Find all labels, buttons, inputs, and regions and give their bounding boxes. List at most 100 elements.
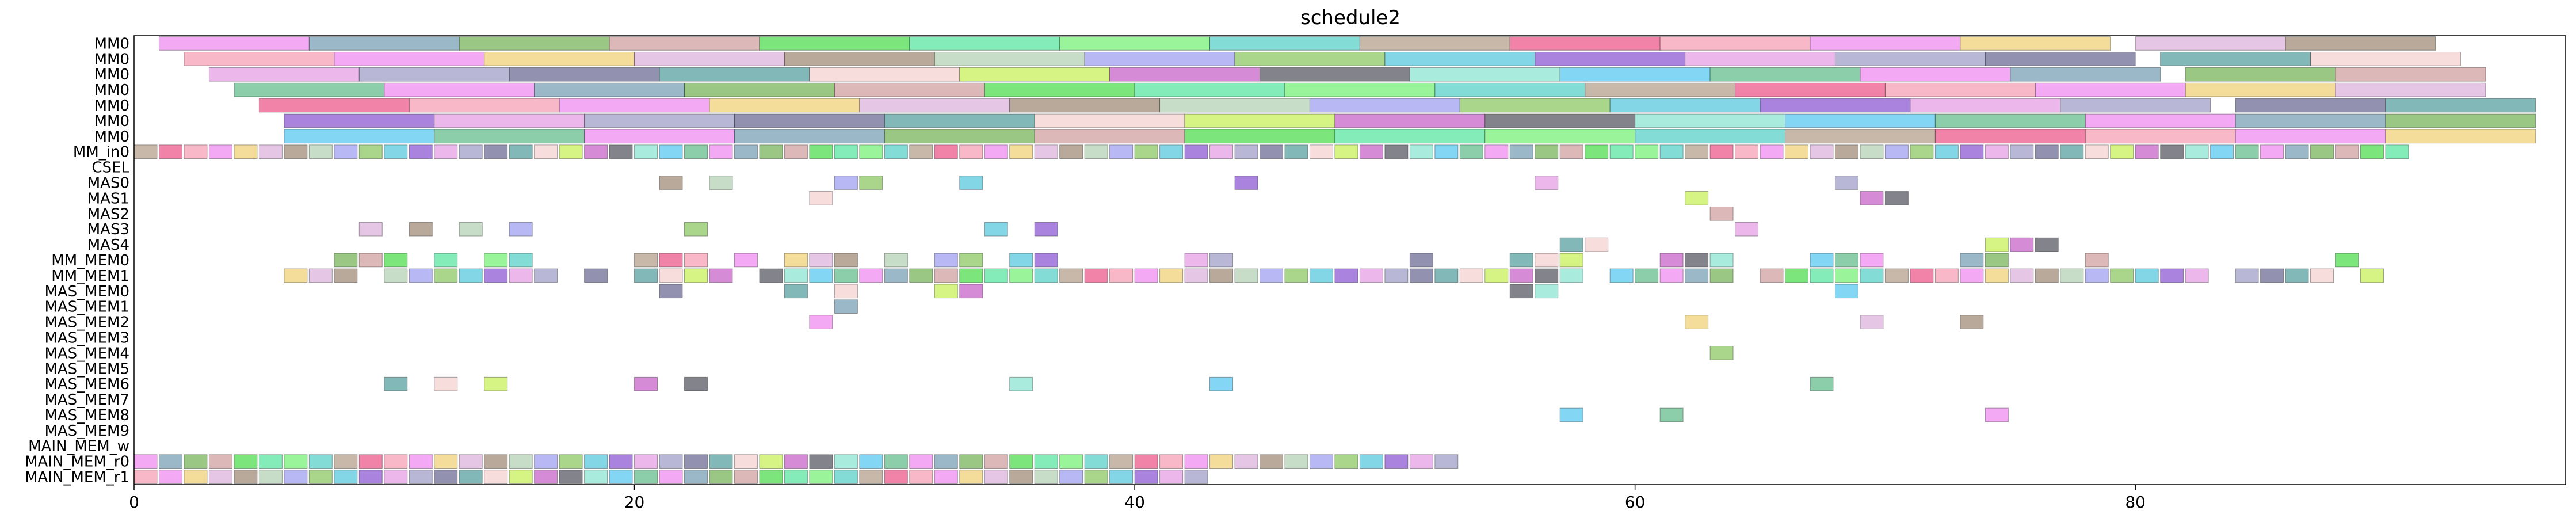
task-bar xyxy=(1484,144,1509,159)
task-bar xyxy=(158,454,182,469)
task-bar xyxy=(1834,268,1858,283)
task-bar xyxy=(308,454,333,469)
task-bar xyxy=(1785,113,1936,128)
task-bar xyxy=(834,144,858,159)
task-bar xyxy=(2235,129,2386,144)
task-bar xyxy=(334,454,358,469)
task-bar xyxy=(1659,36,1811,51)
task-bar xyxy=(684,268,708,283)
task-bar xyxy=(709,144,733,159)
task-bar xyxy=(809,315,833,329)
task-bar xyxy=(934,454,958,469)
task-bar xyxy=(1860,268,1884,283)
task-bar xyxy=(1659,144,1684,159)
task-bar xyxy=(634,144,658,159)
task-bar xyxy=(484,470,508,484)
task-bar xyxy=(2260,268,2284,283)
task-bar xyxy=(659,268,683,283)
task-bar xyxy=(734,129,885,144)
task-bar xyxy=(1635,144,1659,159)
task-bar xyxy=(1685,315,1709,329)
task-bar xyxy=(559,454,583,469)
row-label: MAS0 xyxy=(87,175,129,192)
task-bar xyxy=(158,470,182,484)
task-bar xyxy=(1359,36,1510,51)
task-bar xyxy=(1034,253,1058,268)
task-bar xyxy=(834,268,858,283)
task-bar xyxy=(133,144,158,159)
row-label: MAIN_MEM_w xyxy=(28,438,129,455)
task-bar xyxy=(1760,268,1784,283)
task-bar xyxy=(1359,144,1383,159)
task-bar xyxy=(1259,144,1283,159)
task-bar xyxy=(909,268,933,283)
task-bar xyxy=(2310,268,2334,283)
task-bar xyxy=(1359,268,1383,283)
task-bar xyxy=(1709,253,1734,268)
task-bar xyxy=(2110,144,2134,159)
task-bar xyxy=(434,470,458,484)
task-bar xyxy=(934,144,958,159)
task-bar xyxy=(834,82,985,97)
task-bar xyxy=(584,129,735,144)
task-bar xyxy=(934,284,958,299)
task-bar xyxy=(1009,376,1033,391)
task-bar xyxy=(1009,470,1033,484)
task-bar xyxy=(434,253,458,268)
task-bar xyxy=(409,268,433,283)
task-bar xyxy=(1284,82,1436,97)
task-bar xyxy=(1860,253,1884,268)
task-bar xyxy=(1635,268,1659,283)
task-bar xyxy=(909,454,933,469)
task-bar xyxy=(834,299,858,314)
task-bar xyxy=(459,144,483,159)
task-bar xyxy=(1184,253,1208,268)
task-bar xyxy=(1434,268,1459,283)
task-bar xyxy=(334,268,358,283)
task-bar xyxy=(809,253,833,268)
task-bar xyxy=(1934,144,1959,159)
task-bar xyxy=(1735,222,1759,237)
task-bar xyxy=(1785,129,1936,144)
task-bar xyxy=(1009,98,1161,113)
task-bar xyxy=(534,454,558,469)
chart-title: schedule2 xyxy=(1300,6,1400,29)
task-bar xyxy=(609,470,633,484)
task-bar xyxy=(384,376,408,391)
task-bar xyxy=(1259,67,1410,82)
task-bar xyxy=(1785,144,1809,159)
task-bar xyxy=(1459,144,1483,159)
task-bar xyxy=(909,144,933,159)
task-bar xyxy=(609,454,633,469)
row-label: CSEL xyxy=(91,159,129,177)
task-bar xyxy=(1509,36,1661,51)
task-bar xyxy=(1309,98,1460,113)
task-bar xyxy=(1635,113,1786,128)
task-bar xyxy=(1559,144,1583,159)
task-bar xyxy=(1409,253,1433,268)
task-bar xyxy=(984,470,1008,484)
task-bar xyxy=(1034,454,1058,469)
task-bar xyxy=(234,454,258,469)
task-bar xyxy=(1709,67,1861,82)
task-bar xyxy=(1184,454,1208,469)
task-bar xyxy=(1334,454,1358,469)
task-bar xyxy=(784,144,808,159)
task-bar xyxy=(859,144,883,159)
task-bar xyxy=(809,454,833,469)
task-bar xyxy=(1960,253,1984,268)
row-label: MAS_MEM7 xyxy=(44,391,129,409)
task-bar xyxy=(2285,36,2436,51)
task-bar xyxy=(1084,454,1108,469)
task-bar xyxy=(1384,52,1536,66)
task-bar xyxy=(1509,253,1533,268)
task-bar xyxy=(859,454,883,469)
task-bar xyxy=(2085,268,2109,283)
task-bar xyxy=(434,113,585,128)
task-bar xyxy=(809,268,833,283)
task-bar xyxy=(208,144,232,159)
task-bar xyxy=(2035,144,2059,159)
task-bar xyxy=(1659,253,1684,268)
task-bar xyxy=(1309,454,1333,469)
task-bar xyxy=(1334,113,1486,128)
